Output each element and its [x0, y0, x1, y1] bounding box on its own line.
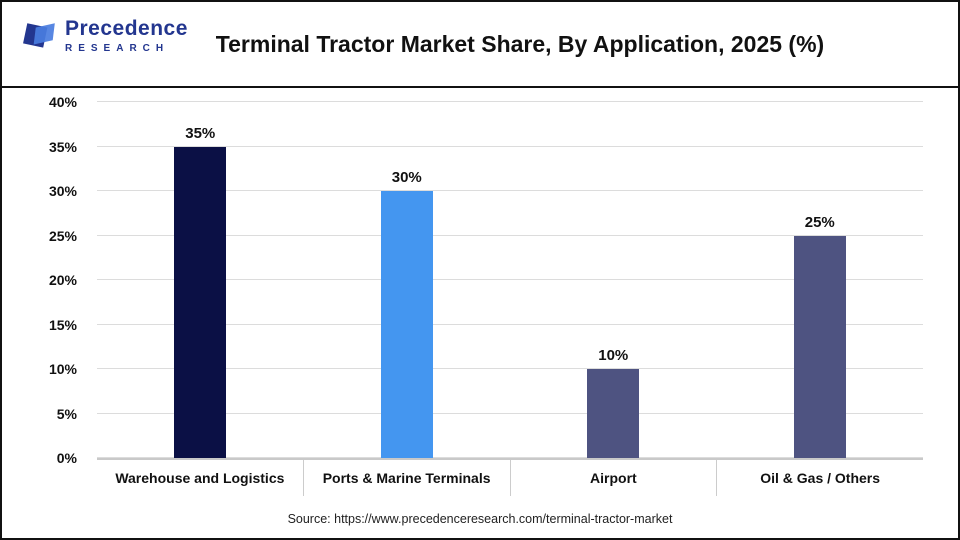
category-label: Airport	[509, 460, 717, 496]
header: Precedence RESEARCH Terminal Tractor Mar…	[2, 2, 958, 88]
y-axis-tick-label: 25%	[48, 227, 77, 244]
page-title: Terminal Tractor Market Share, By Applic…	[215, 30, 825, 57]
y-axis-tick-label: 5%	[56, 405, 77, 422]
precedence-logo: Precedence RESEARCH	[22, 18, 188, 59]
gridline	[97, 323, 923, 325]
logo-subtitle: RESEARCH	[65, 43, 170, 54]
logo-wordmark: Precedence	[65, 17, 188, 40]
y-axis-tick-label: 15%	[48, 316, 77, 333]
precedence-logo-icon	[22, 18, 58, 59]
bars: 35% 30% 10% 25%	[97, 102, 923, 458]
bar	[174, 146, 227, 458]
bar	[587, 369, 640, 458]
category-labels: Warehouse and Logistics Ports & Marine Te…	[97, 460, 923, 496]
bar-group: 35%	[97, 102, 304, 458]
gridlines	[97, 101, 923, 458]
y-axis-tick-label: 20%	[48, 272, 77, 288]
bar-value-label: 25%	[804, 213, 835, 231]
precedence-logo-text: Precedence RESEARCH	[65, 18, 188, 54]
gridline	[97, 190, 923, 191]
bar-value-label: 10%	[598, 347, 629, 364]
bar-value-label: 35%	[185, 124, 216, 142]
gridline	[97, 234, 923, 236]
gridline	[97, 145, 923, 147]
y-axis-tick-label: 0%	[56, 450, 77, 466]
category-label: Oil & Gas / Others	[716, 460, 923, 496]
bar	[793, 235, 846, 458]
gridline	[97, 457, 923, 458]
source-note: Source: https://www.precedenceresearch.c…	[287, 512, 673, 526]
category-label: Warehouse and Logistics	[115, 470, 285, 486]
y-axis-tick-label: 10%	[48, 361, 77, 377]
gridline	[97, 279, 923, 280]
bar-group: 25%	[717, 102, 924, 458]
y-axis-tick-label: 40%	[48, 94, 77, 110]
y-axis-tick-label: 35%	[48, 138, 77, 155]
y-axis-tick-label: 30%	[48, 183, 77, 199]
bar-value-label: 30%	[391, 169, 422, 186]
y-axis: 0% 5% 10% 15% 20% 25% 30% 35% 40%	[2, 94, 87, 466]
plot-area: 35% 30% 10% 25%	[97, 101, 923, 460]
gridline	[97, 368, 923, 369]
gridline	[97, 412, 923, 414]
bar-group: 30%	[304, 102, 511, 458]
category-label: Ports & Marine Terminals	[302, 460, 510, 496]
bar-group: 10%	[510, 102, 717, 458]
gridline	[97, 101, 923, 102]
bar	[380, 191, 433, 458]
